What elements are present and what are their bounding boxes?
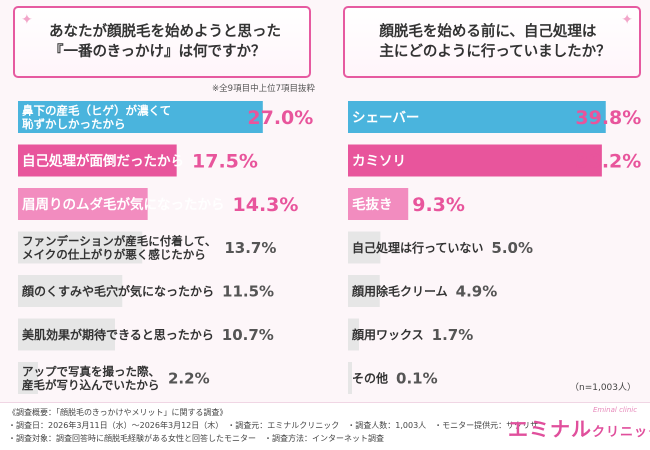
chart-bar — [18, 318, 116, 351]
bar-value-label: 0.1% — [396, 369, 438, 387]
chart-bar — [348, 188, 409, 220]
bar-category-label: 顔のくすみや毛穴が気になったから — [21, 283, 214, 298]
bar-value-label: 13.7% — [224, 239, 276, 257]
chart-bar — [18, 231, 143, 264]
bar-category-label: 自己処理が面倒だったから — [22, 152, 184, 169]
chart-bar — [348, 231, 381, 264]
bar-category-label: 自己処理は行っていない — [352, 240, 483, 255]
chart-bar — [348, 362, 352, 394]
bar-category-label: 産毛が写り込んでいたから — [22, 378, 159, 392]
chart-bar — [18, 362, 38, 394]
logo-main-text: エミナル — [508, 417, 592, 441]
bar-category-label: 美肌効果が期待できると思ったから — [22, 327, 214, 342]
right-question-box: ✦ 顔脱毛を始める前に、自己処理は 主にどのように行っていましたか？ — [343, 6, 641, 78]
survey-details-1: ・調査日：2026年3月11日（水）〜2026年3月12日（木） ・調査元：エミ… — [8, 421, 539, 430]
bar-value-label: 9.3% — [412, 194, 465, 216]
chart-bar — [348, 318, 360, 351]
chart-bar — [18, 188, 148, 220]
clinic-logo: エミナルクリニック — [508, 413, 650, 442]
bar-value-label: 39.2% — [575, 150, 641, 172]
bar-value-label: 2.2% — [168, 369, 210, 387]
bar-category-label: 恥ずかしかったから — [22, 117, 126, 131]
chart-bar — [348, 144, 602, 177]
bar-value-label: 1.7% — [432, 326, 474, 344]
bar-category-label: ファンデーションが産毛に付着して、 — [22, 234, 216, 248]
bar-category-label: シェーバー — [352, 110, 419, 126]
chart-bar — [348, 275, 380, 307]
footer: 《調査概要：「顔脱毛のきっかけやメリット」に関する調査》 ・調査日：2026年3… — [0, 402, 650, 450]
chart-bar — [18, 275, 123, 307]
logo-small-text: クリニック — [592, 425, 650, 440]
sample-size-note: （n=1,003人） — [570, 383, 637, 393]
bar-category-label: 毛抜き — [352, 196, 393, 213]
bar-category-label: 顔用ワックス — [351, 327, 424, 342]
left-question-box: ✦ あなたが顔脱毛を始めようと思った 『一番のきっかけ』は何ですか？ — [13, 6, 311, 78]
bar-category-label: メイクの仕上がりが悪く感じたから — [22, 247, 206, 261]
survey-title: 《調査概要：「顔脱毛のきっかけやメリット」に関する調査》 — [8, 408, 228, 417]
sparkle-icon: ✦ — [21, 12, 33, 28]
bar-category-label: カミソリ — [352, 153, 406, 169]
bar-value-label: 10.7% — [222, 326, 274, 344]
bar-category-label: アップで写真を撮った際、 — [22, 364, 160, 378]
bar-category-label: その他 — [352, 370, 388, 385]
bar-value-label: 27.0% — [247, 107, 313, 129]
left-question-text: あなたが顔脱毛を始めようと思った 『一番のきっかけ』は何ですか？ — [49, 24, 281, 60]
chart-bar — [18, 101, 263, 133]
bar-value-label: 4.9% — [456, 282, 498, 300]
bar-category-label: 鼻下の産毛（ヒゲ）が濃くて — [22, 103, 171, 117]
bar-category-label: 眉周りのムダ毛が気になったから — [22, 196, 225, 213]
logo-subtext: Eminal clinic — [593, 406, 638, 414]
bar-value-label: 14.3% — [233, 194, 299, 216]
bar-value-label: 5.0% — [491, 239, 533, 257]
chart-bar — [348, 101, 606, 133]
bar-value-label: 11.5% — [222, 282, 274, 300]
bar-value-label: 39.8% — [575, 107, 641, 129]
right-question-text: 顔脱毛を始める前に、自己処理は 主にどのように行っていましたか？ — [379, 24, 611, 60]
subset-note: ※全9項目中上位7項目抜粋 — [212, 84, 315, 94]
bar-value-label: 17.5% — [192, 150, 258, 172]
survey-details-2: ・調査対象：調査回答時に顔脱毛経験がある女性と回答したモニター ・調査方法：イン… — [8, 434, 384, 443]
sparkle-icon: ✦ — [621, 12, 633, 28]
bar-category-label: 顔用除毛クリーム — [351, 283, 448, 298]
chart-bar — [18, 144, 177, 177]
